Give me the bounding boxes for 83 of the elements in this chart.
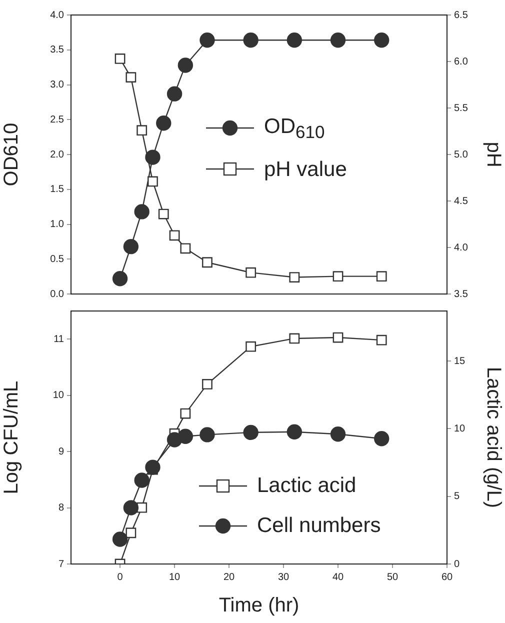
- point: [123, 238, 139, 254]
- y-tick-label: 4.0: [50, 10, 64, 21]
- legend-label: Lactic acid: [257, 473, 356, 499]
- x-tick-label: 40: [332, 572, 344, 583]
- y-tick-label: 1.0: [50, 219, 64, 230]
- point: [286, 424, 302, 440]
- point: [202, 257, 212, 268]
- x-tick-label: 10: [168, 572, 181, 583]
- x-tick-label: 20: [223, 572, 236, 583]
- point: [289, 333, 300, 344]
- x-axis-title: Time (hr): [218, 594, 300, 617]
- point: [289, 272, 300, 282]
- x-tick-label: 0: [117, 572, 124, 583]
- y-tick-label: 8: [58, 502, 64, 514]
- y-tick-label: 3.0: [50, 80, 64, 90]
- y2-tick-label: 3.5: [454, 288, 468, 300]
- y-axis-title: Log CFU/mL: [0, 380, 23, 494]
- point: [243, 424, 258, 440]
- point: [126, 72, 136, 83]
- y-tick-label: 3.5: [50, 44, 64, 56]
- point: [145, 150, 160, 165]
- point: [169, 230, 180, 241]
- y-tick-label: 10: [52, 390, 64, 402]
- point: [202, 379, 212, 390]
- point: [374, 431, 390, 446]
- point: [330, 32, 346, 48]
- y2-tick-label: 5.5: [454, 102, 468, 114]
- legend-label: OD$_{610}$: [264, 114, 325, 144]
- legend-label: pH value: [264, 156, 347, 182]
- y-tick-label: 7: [58, 558, 64, 570]
- point: [148, 176, 158, 187]
- x-tick-label: 50: [386, 572, 399, 583]
- y2-tick-label: 6.0: [454, 56, 468, 68]
- y2-axis-title: pH: [482, 142, 504, 168]
- x-tick-label: 30: [278, 572, 290, 583]
- y-tick-label: 0.0: [50, 288, 64, 300]
- point: [134, 472, 150, 488]
- point: [330, 426, 346, 442]
- point: [246, 267, 256, 278]
- y2-tick-label: 5.0: [454, 149, 468, 160]
- point: [112, 271, 128, 286]
- point: [156, 116, 172, 131]
- point: [178, 428, 194, 444]
- y2-tick-label: 4.0: [454, 242, 468, 254]
- y-tick-label: 9: [58, 446, 64, 458]
- point: [332, 332, 344, 343]
- y-axis-title: OD610: [0, 122, 23, 186]
- point: [246, 341, 256, 352]
- point: [136, 502, 148, 513]
- point: [376, 334, 387, 346]
- point: [376, 271, 387, 282]
- point: [178, 58, 194, 73]
- point: [123, 500, 139, 516]
- point: [243, 32, 258, 48]
- y2-tick-label: 10: [454, 423, 466, 434]
- point: [114, 54, 126, 64]
- point: [134, 204, 150, 220]
- point: [374, 32, 390, 48]
- point: [180, 408, 191, 419]
- point: [200, 32, 215, 48]
- y2-tick-label: 0: [454, 558, 460, 570]
- point: [126, 528, 136, 538]
- y2-tick-label: 5: [454, 491, 460, 502]
- point: [200, 427, 215, 442]
- y2-tick-label: 4.5: [454, 196, 468, 207]
- point: [286, 32, 302, 48]
- y2-tick-label: 15: [454, 356, 466, 367]
- y2-axis-title: Lactic acid (g/L): [482, 366, 504, 508]
- y-tick-label: 2.5: [50, 114, 64, 126]
- point: [180, 243, 191, 254]
- point: [332, 271, 344, 282]
- point: [158, 208, 169, 220]
- x-tick-label: 60: [441, 572, 453, 583]
- point: [145, 460, 160, 475]
- legend-label: Cell numbers: [257, 512, 381, 539]
- point: [136, 125, 148, 136]
- y-tick-label: 1.5: [50, 184, 64, 196]
- y2-tick-label: 6.5: [454, 10, 468, 21]
- y-tick-label: 11: [54, 334, 64, 345]
- point: [166, 86, 182, 102]
- point: [112, 532, 128, 547]
- y-tick-label: 0.5: [50, 254, 64, 265]
- y-tick-label: 2.0: [50, 149, 64, 160]
